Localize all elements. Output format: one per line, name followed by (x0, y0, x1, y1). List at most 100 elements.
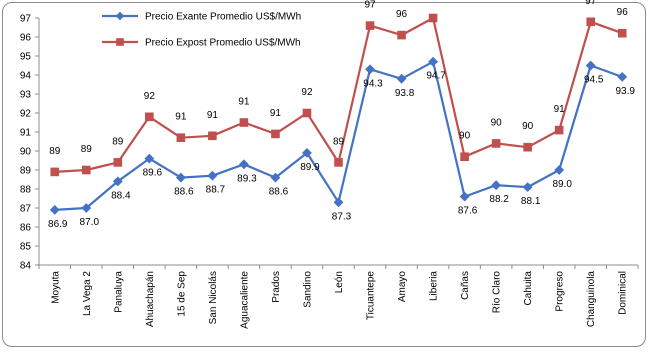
series-1-point (207, 170, 218, 181)
x-tick-label: San Nicolás (208, 271, 219, 324)
y-tick-label: 85 (20, 242, 32, 253)
y-tick-label: 95 (20, 52, 32, 63)
x-tick-label: Sandino (302, 271, 313, 308)
series-2-point (428, 13, 438, 23)
series-1-data-label: 93.9 (616, 86, 636, 97)
x-tick-label: Ticuantepe (366, 271, 377, 321)
x-tick-label: Panaluya (113, 271, 124, 313)
axes-layer: 84 85 86 87 88 89 90 91 92 93 94 95 96 97 Moyuta La Veg… (20, 14, 639, 329)
legend-entry-exante-marker (115, 11, 125, 21)
y-tick-label: 90 (20, 147, 32, 158)
y-tick-label: 92 (20, 109, 32, 120)
series-1-data-label: 87.6 (458, 206, 478, 217)
x-tick-label: Moyuta (50, 271, 61, 304)
series-1-point (585, 60, 596, 71)
series-1-point (239, 159, 249, 170)
y-tick-label: 94 (20, 71, 32, 82)
series-2-point (50, 167, 60, 177)
series-1-point (396, 73, 407, 84)
series-2-data-label: 91 (207, 110, 219, 121)
legend-entry-expost-label: Precio Expost Promedio US$/MWh (145, 38, 301, 49)
x-tick-label: Aguacaliente (239, 271, 250, 329)
series-1-point (554, 165, 565, 175)
series-1-data-label: 88.2 (489, 194, 509, 205)
series-line-2 (54, 16, 623, 173)
chart-frame (2, 2, 646, 347)
series-layer (49, 13, 628, 215)
series-2-point (586, 17, 596, 27)
series-1-data-label: 87.3 (332, 211, 352, 222)
series-2-point (302, 108, 312, 118)
series-2-point (81, 165, 91, 175)
series-2-point (491, 139, 501, 148)
series-2-point (617, 28, 627, 38)
series-2-data-label: 91 (554, 104, 566, 115)
series-2-data-label: 97 (428, 0, 440, 3)
series-1-data-label: 89.9 (300, 162, 320, 173)
x-tick-label: Dominical (618, 271, 629, 315)
series-1-data-label: 86.9 (48, 219, 68, 230)
legend-entry-expost-marker (116, 38, 124, 46)
series-2-point (365, 21, 375, 30)
series-2-point (113, 158, 123, 167)
series-1-point (459, 191, 470, 202)
x-tick-label: Ahuachapán (145, 271, 156, 327)
series-2-point (145, 112, 154, 122)
series-2-data-label: 89 (333, 136, 345, 147)
x-tick-label: Río Claro (492, 271, 503, 314)
y-tick-label: 89 (20, 166, 32, 177)
x-tick-label: Cañas (460, 271, 471, 300)
series-1-data-label: 88.4 (111, 190, 131, 201)
series-2-point (176, 133, 186, 142)
series-1-data-label: 94.5 (584, 75, 604, 86)
series-1-point (49, 204, 60, 215)
series-1-point (270, 172, 281, 183)
series-2-point (460, 152, 469, 161)
y-tick-label: 97 (20, 14, 32, 25)
y-tick-label: 86 (20, 223, 32, 234)
series-2-point (334, 158, 343, 167)
series-1-point (302, 147, 312, 158)
series-1-point (112, 176, 123, 187)
series-2-data-label: 90 (491, 117, 503, 128)
series-1-data-label: 89.0 (552, 179, 572, 190)
series-2-point (397, 30, 406, 40)
series-2-data-label: 90 (459, 131, 471, 142)
series-1-point (144, 153, 155, 164)
labels-layer: 86.9 87.0 88.4 89.6 88.6 88.7 89.3 88.6 89.9 87.3… (48, 0, 635, 230)
series-2-point (554, 125, 564, 135)
x-tick-label: León (334, 271, 345, 293)
x-tick-label: La Vega 2 (82, 271, 93, 316)
x-tick-label: Changuinola (586, 271, 597, 328)
series-2-point (523, 142, 532, 152)
x-tick-label: Amayo (397, 271, 408, 303)
y-tick-label: 84 (20, 261, 32, 272)
series-2-data-label: 89 (49, 146, 61, 157)
y-tick-label: 88 (20, 185, 32, 196)
series-1-data-label: 87.0 (80, 217, 100, 228)
series-2-data-label: 89 (112, 136, 124, 147)
series-1-data-label: 88.1 (521, 196, 541, 207)
x-tick-label: Progreso (555, 271, 566, 312)
series-2-point (271, 129, 280, 139)
y-tick-label: 96 (20, 33, 32, 44)
series-1-data-label: 88.7 (206, 185, 226, 196)
series-1-data-label: 89.6 (143, 168, 163, 179)
y-tick-label: 91 (20, 128, 32, 139)
series-1-point (333, 197, 344, 208)
series-2-data-label: 91 (238, 97, 250, 108)
x-tick-label: 15 de Sep (176, 271, 187, 317)
x-tick-label: Prados (271, 271, 282, 303)
legend-entry-exante-label: Precio Exante Promedio US$/MWh (145, 12, 301, 23)
series-2-data-label: 96 (396, 9, 408, 20)
series-2-data-label: 96 (617, 7, 629, 18)
series-2-point (239, 118, 249, 127)
legend-layer: Precio Exante Promedio US$/MWh Precio Exp… (102, 12, 301, 49)
series-2-data-label: 91 (270, 108, 282, 119)
series-1-data-label: 93.8 (395, 88, 415, 99)
series-1-point (522, 182, 533, 193)
series-2-data-label: 92 (144, 91, 156, 102)
series-1-data-label: 94.7 (426, 71, 446, 82)
series-1-data-label: 88.6 (174, 187, 194, 198)
